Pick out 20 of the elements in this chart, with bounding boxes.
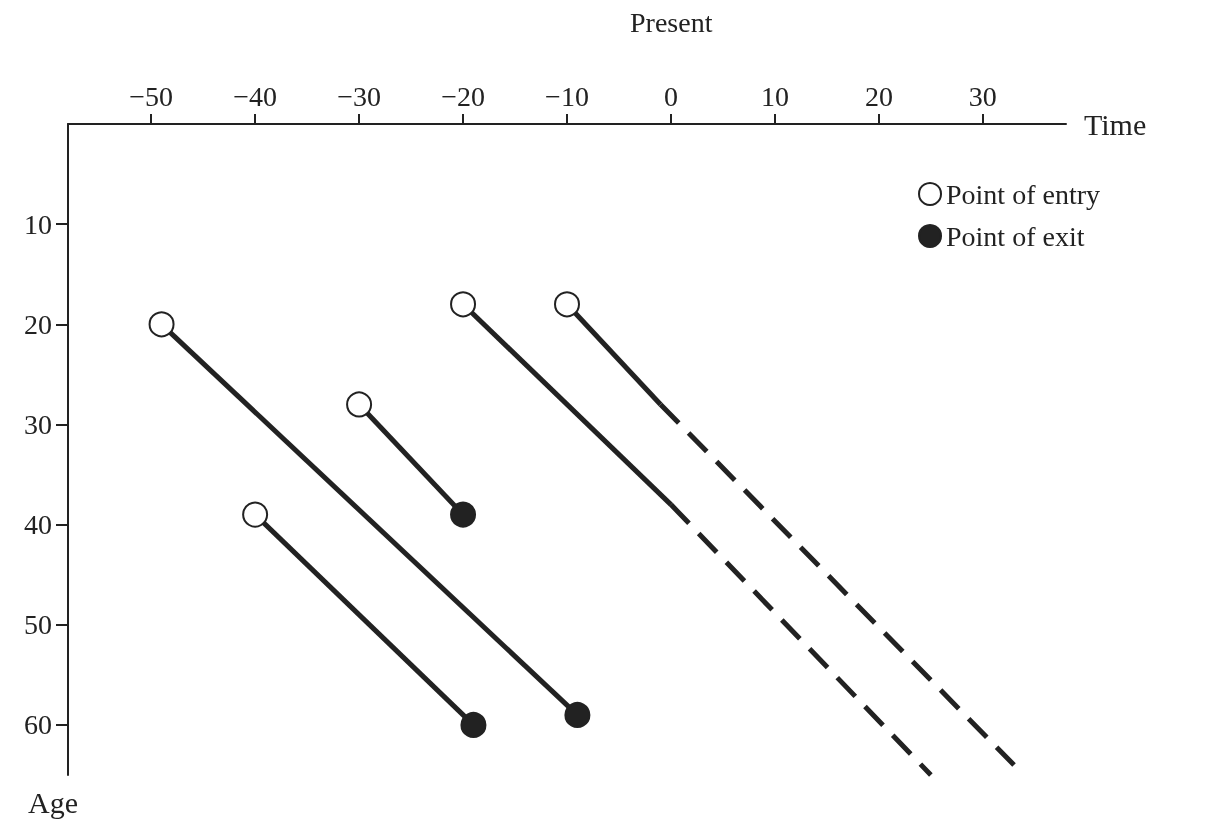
x-axis-title: Time (1084, 107, 1147, 141)
x-tick-label: −30 (337, 80, 381, 112)
x-tick-label: 0 (663, 80, 678, 112)
x-tick-label: 10 (760, 80, 789, 112)
x-tick-label: 30 (968, 80, 997, 112)
y-tick-label: 50 (24, 609, 52, 641)
x-tick-label: 20 (864, 80, 893, 112)
legend-label: Point of exit (946, 220, 1085, 252)
y-tick-label: 10 (24, 208, 52, 240)
x-tick-label: −50 (129, 80, 174, 112)
y-tick-label: 30 (24, 408, 52, 440)
x-tick-label: −40 (233, 80, 278, 112)
text: Present (630, 6, 713, 38)
y-tick-label: 40 (24, 509, 52, 541)
y-tick-label: 20 (24, 308, 52, 340)
x-tick-label: −10 (545, 80, 589, 112)
x-tick-label: −20 (441, 80, 485, 112)
legend-label: Point of entry (946, 178, 1101, 210)
y-axis-title: Age (28, 785, 78, 819)
y-tick-label: 60 (24, 709, 52, 741)
